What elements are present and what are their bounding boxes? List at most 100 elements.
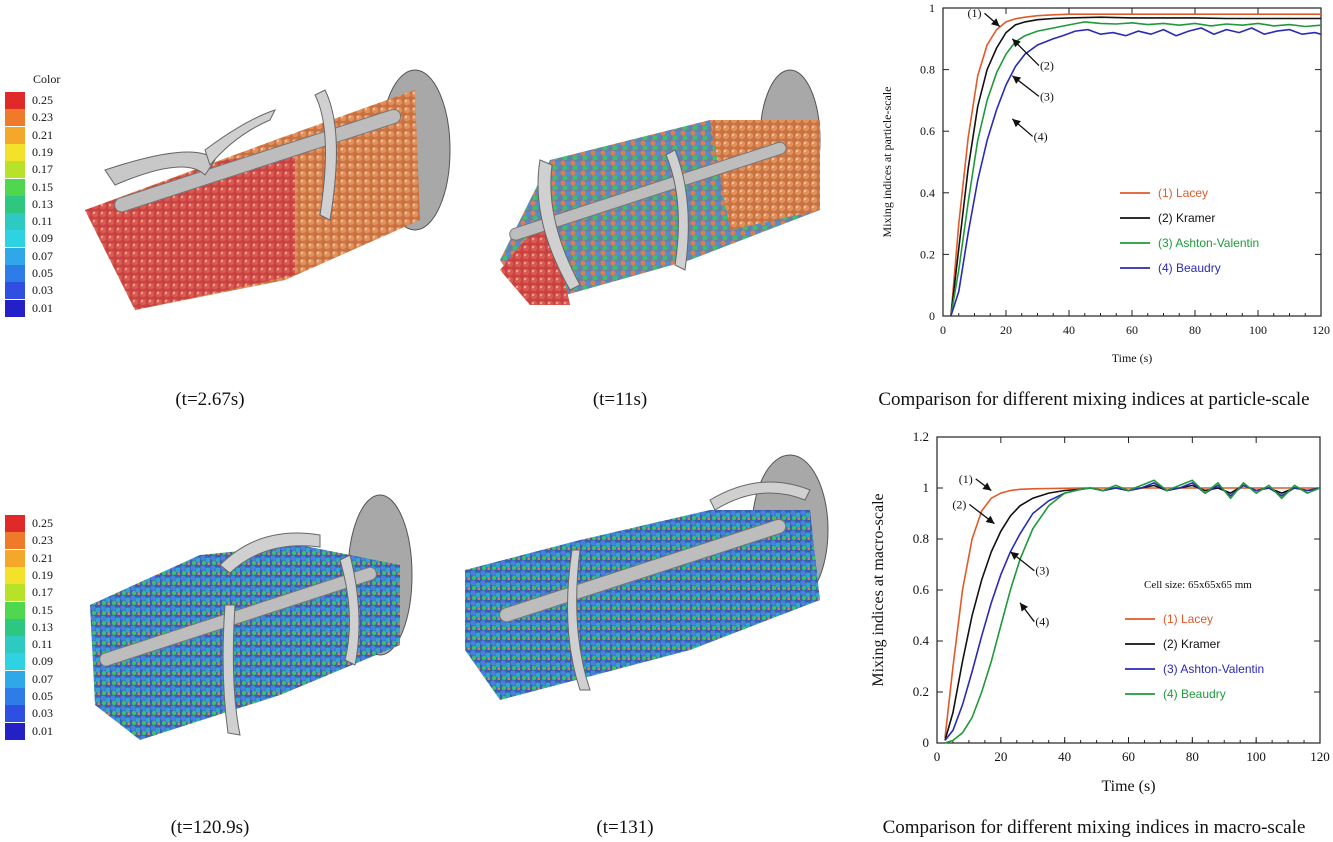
colorbar-swatch: [5, 566, 25, 584]
colorbar-level: 0.25: [5, 515, 53, 532]
colorbar-swatch: [5, 247, 25, 265]
colorbar-label: 0.23: [32, 533, 53, 548]
legend-label: (1) Lacey: [1163, 612, 1213, 626]
colorbar-label: 0.25: [32, 93, 53, 107]
colorbar-label: 0.21: [32, 550, 53, 565]
colorbar-swatch: [5, 688, 25, 705]
y-tick-label: 0.8: [920, 63, 935, 77]
x-tick-label: 60: [1126, 323, 1138, 337]
colorbar-label: 0.11: [32, 637, 53, 652]
colorbar-label: 0.19: [32, 567, 53, 582]
colorbar-label: 0.17: [32, 162, 53, 177]
legend-label: (4) Beaudry: [1158, 261, 1221, 275]
annotation-arrowhead: [1012, 38, 1021, 48]
colorbar-swatch: [5, 282, 25, 300]
colorbar-level: 0.15: [5, 178, 53, 196]
colorbar-level: 0.13: [5, 618, 53, 636]
annotation-arrowhead: [991, 18, 1000, 27]
x-tick-label: 20: [994, 749, 1007, 764]
annotation-label: (3): [1040, 89, 1054, 103]
mixer-simulation-t131: [465, 454, 829, 700]
colorbar-level: 0.03: [5, 282, 53, 300]
series-line: [944, 481, 1321, 741]
legend-label: (4) Beaudry: [1163, 687, 1226, 701]
colorbar-level: 0.25: [5, 92, 53, 109]
y-tick-label: 1: [929, 1, 935, 15]
colorbar-swatch: [5, 161, 25, 179]
colorbar-label: 0.15: [32, 179, 53, 194]
colorbar-level: 0.11: [5, 213, 53, 231]
x-tick-label: 20: [1000, 323, 1012, 337]
colorbar-bottom: 0.25 0.23 0.21 0.19 0.17 0.15 0.13 0.11 0.09 0.07…: [5, 515, 75, 745]
annotation-label: (2): [1040, 59, 1054, 73]
colorbar-label: 0.07: [32, 671, 53, 686]
x-tick-label: 60: [1122, 749, 1135, 764]
series-line: [944, 479, 1321, 744]
colorbar-swatch: [5, 722, 25, 740]
colorbar-label: 0.01: [32, 723, 53, 738]
annotation-arrowhead: [1010, 551, 1020, 560]
series-line: [950, 21, 1322, 317]
colorbar-level: 0.09: [5, 653, 53, 671]
colorbar-level: 0.01: [5, 299, 53, 317]
x-tick-label: 80: [1186, 749, 1199, 764]
x-tick-label: 0: [934, 749, 941, 764]
colorbar-label: 0.21: [32, 127, 53, 142]
colorbar-label: 0.03: [32, 283, 53, 298]
colorbar-swatch: [5, 515, 25, 532]
colorbar-level: 0.17: [5, 161, 53, 179]
mixer-simulation-t11: [500, 69, 821, 305]
colorbar-swatch: [5, 109, 25, 127]
colorbar-swatch: [5, 213, 25, 231]
colorbar-level: 0.07: [5, 670, 53, 688]
legend-label: (2) Kramer: [1163, 637, 1220, 651]
colorbar-level: 0.07: [5, 247, 53, 265]
mixer-simulation-t120: [90, 494, 413, 740]
plot-frame: [942, 7, 1322, 317]
caption-top-mid: (t=11s): [592, 389, 648, 410]
chart-macro-scale: 0 20 40 60 80 100 120 0 0.2 0.4 0.6 0.8 1 1.2 Time (s)…: [870, 429, 1330, 795]
chart-particle-scale: 0 20 40 60 80 100 120 0 0.2 0.4 0.6 0.8 1 Time (s) Mix…: [880, 1, 1330, 365]
colorbar-level: 0.15: [5, 601, 53, 619]
colorbar-label: 0.23: [32, 110, 53, 125]
annotation-arrowhead: [985, 515, 995, 524]
colorbar-swatch: [5, 549, 25, 567]
legend-label: (3) Ashton-Valentin: [1158, 236, 1259, 250]
colorbar-swatch: [5, 636, 25, 654]
colorbar-swatch: [5, 618, 25, 636]
annotation-arrowhead: [1019, 602, 1029, 612]
caption-bottom-right: Comparison for different mixing indices …: [882, 817, 1306, 838]
colorbar-swatch: [5, 299, 25, 317]
caption-bottom-mid: (t=131): [596, 817, 654, 838]
colorbar-swatch: [5, 265, 25, 282]
annotation-label: (2): [952, 497, 966, 511]
colorbar-level: 0.19: [5, 143, 53, 161]
annotation-label: (4): [1034, 129, 1048, 143]
colorbar-level: 0.23: [5, 109, 53, 127]
annotation-arrowhead: [982, 482, 992, 491]
colorbar-level: 0.19: [5, 566, 53, 584]
colorbar-level: 0.09: [5, 230, 53, 248]
legend-label: (1) Lacey: [1158, 186, 1208, 200]
x-tick-label: 120: [1310, 749, 1330, 764]
colorbar-swatch: [5, 178, 25, 196]
colorbar-label: 0.05: [32, 266, 53, 280]
colorbar-label: 0.05: [32, 689, 53, 703]
caption-top-left: (t=2.67s): [175, 389, 245, 410]
legend-label: (3) Ashton-Valentin: [1163, 662, 1264, 676]
colorbar-level: 0.05: [5, 688, 53, 705]
annotation-label: (4): [1035, 615, 1049, 629]
colorbar-label: 0.25: [32, 516, 53, 530]
annotation-label: (1): [959, 472, 973, 486]
x-tick-label: 120: [1312, 323, 1330, 337]
x-axis-label: Time (s): [1101, 778, 1155, 795]
series-line: [950, 27, 1322, 317]
annotation-arrowhead: [1012, 75, 1022, 84]
colorbar-level: 0.05: [5, 265, 53, 282]
legend-label: (2) Kramer: [1158, 211, 1215, 225]
colorbar-label: 0.11: [32, 214, 53, 229]
colorbar-label: 0.13: [32, 619, 53, 634]
x-tick-label: 0: [940, 323, 946, 337]
y-tick-label: 0: [929, 309, 935, 323]
colorbar-level: 0.21: [5, 126, 53, 144]
